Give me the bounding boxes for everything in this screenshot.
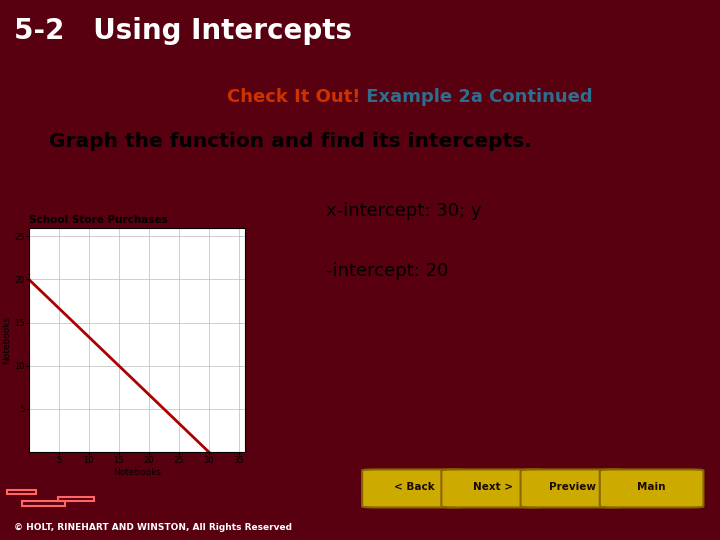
Text: x-intercept: 30; y: x-intercept: 30; y [326, 202, 482, 220]
FancyBboxPatch shape [362, 469, 466, 508]
Text: < Back: < Back [394, 482, 434, 492]
FancyBboxPatch shape [441, 469, 545, 508]
Text: Preview: Preview [549, 482, 596, 492]
Text: School Store Purchases: School Store Purchases [29, 215, 168, 225]
Text: © HOLT, RINEHART AND WINSTON, All Rights Reserved: © HOLT, RINEHART AND WINSTON, All Rights… [14, 523, 292, 531]
Text: Main: Main [637, 482, 666, 492]
FancyBboxPatch shape [600, 469, 703, 508]
Text: Example 2a Continued: Example 2a Continued [360, 88, 593, 106]
Y-axis label: Notebooks: Notebooks [2, 316, 12, 364]
Text: Next >: Next > [473, 482, 513, 492]
Text: 5-2   Using Intercepts: 5-2 Using Intercepts [14, 17, 352, 45]
Text: -intercept: 20: -intercept: 20 [326, 262, 449, 280]
Text: Graph the function and find its intercepts.: Graph the function and find its intercep… [49, 132, 531, 151]
X-axis label: Notebooks: Notebooks [113, 468, 161, 477]
Text: Check It Out!: Check It Out! [227, 88, 360, 106]
FancyBboxPatch shape [521, 469, 624, 508]
